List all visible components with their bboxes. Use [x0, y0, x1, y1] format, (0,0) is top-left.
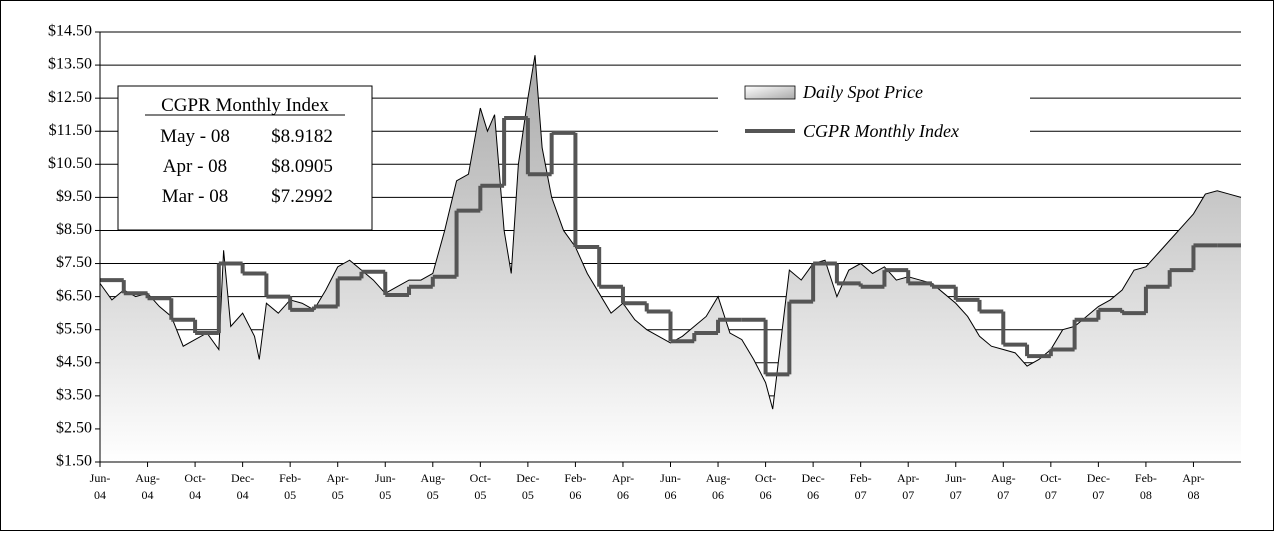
- x-tick-label: Apr-: [326, 471, 348, 485]
- legend-label: Daily Spot Price: [802, 82, 923, 102]
- x-tick-label: Aug-: [135, 471, 160, 485]
- y-tick-label: $2.50: [56, 420, 92, 437]
- x-tick-label: 06: [569, 488, 581, 502]
- x-tick-label: Feb-: [564, 471, 586, 485]
- x-tick-label: Aug-: [991, 471, 1016, 485]
- x-tick-label: 06: [665, 488, 677, 502]
- x-tick-label: Apr-: [612, 471, 634, 485]
- x-tick-label: Aug-: [706, 471, 731, 485]
- y-tick-label: $3.50: [56, 387, 92, 404]
- x-tick-label: Apr-: [897, 471, 919, 485]
- x-tick-label: 07: [950, 488, 962, 502]
- x-tick-label: Oct-: [184, 471, 205, 485]
- x-tick-label: Aug-: [420, 471, 445, 485]
- x-tick-label: 07: [1092, 488, 1104, 502]
- x-tick-label: 08: [1187, 488, 1199, 502]
- x-tick-label: 06: [760, 488, 772, 502]
- y-tick-label: $1.50: [56, 453, 92, 470]
- x-tick-label: 05: [284, 488, 296, 502]
- table-cell: Mar - 08: [162, 186, 228, 207]
- table-title: CGPR Monthly Index: [161, 95, 329, 116]
- x-tick-label: Dec-: [231, 471, 254, 485]
- area-fill: [100, 55, 1241, 463]
- x-tick-label: Jun-: [375, 471, 396, 485]
- index-table: [117, 85, 373, 231]
- y-tick-label: $4.50: [56, 353, 92, 370]
- x-tick-label: 07: [902, 488, 914, 502]
- x-tick-label: 05: [474, 488, 486, 502]
- x-tick-label: 05: [379, 488, 391, 502]
- y-tick-label: $13.50: [48, 56, 92, 73]
- x-tick-label: 05: [522, 488, 534, 502]
- x-tick-label: 04: [237, 488, 249, 502]
- x-tick-label: 07: [997, 488, 1009, 502]
- y-tick-label: $14.50: [48, 23, 92, 40]
- y-tick-label: $12.50: [48, 89, 92, 106]
- y-tick-label: $5.50: [56, 320, 92, 337]
- spot-line: [99, 55, 1242, 410]
- y-tick-label: $9.50: [56, 188, 92, 205]
- table-cell: Apr - 08: [163, 156, 227, 177]
- x-tick-label: 06: [712, 488, 724, 502]
- x-tick-label: 08: [1140, 488, 1152, 502]
- x-tick-label: 04: [142, 488, 154, 502]
- y-tick-label: $8.50: [56, 221, 92, 238]
- x-tick-label: Jun-: [660, 471, 681, 485]
- x-tick-label: 04: [94, 488, 106, 502]
- x-tick-label: Feb-: [850, 471, 872, 485]
- x-tick-label: Oct-: [755, 471, 776, 485]
- x-tick-label: Dec-: [516, 471, 539, 485]
- x-tick-label: Dec-: [1087, 471, 1110, 485]
- x-tick-label: Apr-: [1182, 471, 1204, 485]
- x-tick-label: 06: [807, 488, 819, 502]
- legend-label: CGPR Monthly Index: [803, 121, 959, 141]
- x-tick-label: 05: [332, 488, 344, 502]
- legend-swatch: [744, 85, 796, 100]
- y-tick-label: $6.50: [56, 287, 92, 304]
- table-cell: $7.2992: [271, 186, 333, 207]
- x-tick-label: Jun-: [945, 471, 966, 485]
- x-tick-label: Feb-: [1135, 471, 1157, 485]
- x-tick-label: Oct-: [470, 471, 491, 485]
- y-tick-label: $11.50: [49, 122, 92, 139]
- x-tick-label: 07: [855, 488, 867, 502]
- x-tick-label: 05: [427, 488, 439, 502]
- y-tick-label: $10.50: [48, 155, 92, 172]
- table-cell: May - 08: [160, 126, 230, 147]
- x-tick-label: Feb-: [279, 471, 301, 485]
- y-tick-label: $7.50: [56, 254, 92, 271]
- table-cell: $8.9182: [271, 126, 333, 147]
- x-tick-label: 07: [1045, 488, 1057, 502]
- x-tick-label: Oct-: [1040, 471, 1061, 485]
- x-tick-label: Dec-: [801, 471, 824, 485]
- x-tick-label: Jun-: [90, 471, 111, 485]
- x-tick-label: 06: [617, 488, 629, 502]
- x-tick-label: 04: [189, 488, 201, 502]
- table-cell: $8.0905: [271, 156, 333, 177]
